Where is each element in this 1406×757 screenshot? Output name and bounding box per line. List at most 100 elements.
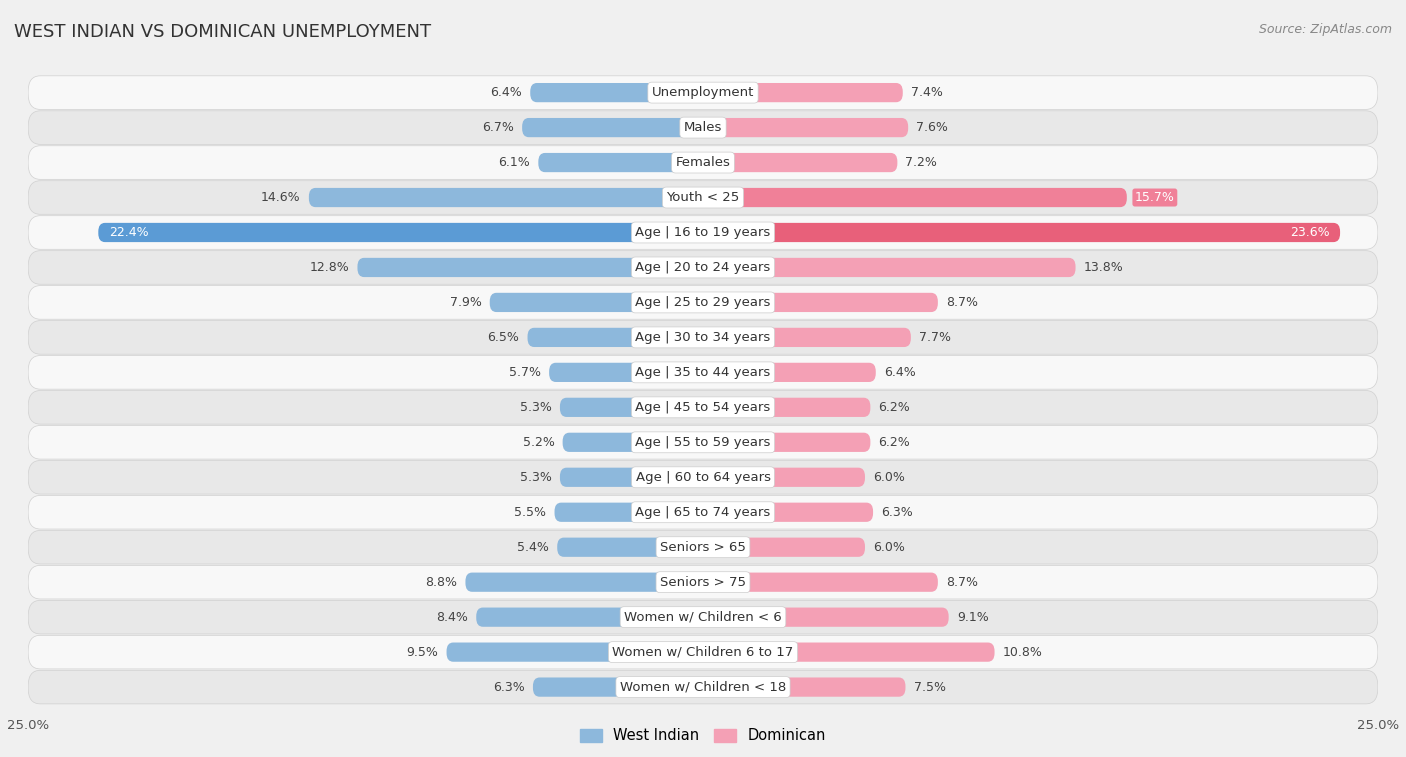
FancyBboxPatch shape xyxy=(703,572,938,592)
FancyBboxPatch shape xyxy=(703,293,938,312)
Text: 7.5%: 7.5% xyxy=(914,681,946,693)
Text: 6.7%: 6.7% xyxy=(482,121,515,134)
Text: 8.7%: 8.7% xyxy=(946,575,979,589)
Text: Youth < 25: Youth < 25 xyxy=(666,191,740,204)
Text: Age | 35 to 44 years: Age | 35 to 44 years xyxy=(636,366,770,378)
FancyBboxPatch shape xyxy=(28,181,1378,214)
Text: Age | 30 to 34 years: Age | 30 to 34 years xyxy=(636,331,770,344)
Text: Unemployment: Unemployment xyxy=(652,86,754,99)
FancyBboxPatch shape xyxy=(550,363,703,382)
FancyBboxPatch shape xyxy=(703,643,994,662)
FancyBboxPatch shape xyxy=(703,397,870,417)
FancyBboxPatch shape xyxy=(703,118,908,137)
FancyBboxPatch shape xyxy=(28,425,1378,459)
FancyBboxPatch shape xyxy=(703,363,876,382)
Text: 7.9%: 7.9% xyxy=(450,296,482,309)
Legend: West Indian, Dominican: West Indian, Dominican xyxy=(574,723,832,749)
FancyBboxPatch shape xyxy=(703,223,1340,242)
Text: Seniors > 75: Seniors > 75 xyxy=(659,575,747,589)
FancyBboxPatch shape xyxy=(28,251,1378,284)
Text: 7.4%: 7.4% xyxy=(911,86,943,99)
FancyBboxPatch shape xyxy=(28,216,1378,249)
Text: Women w/ Children < 6: Women w/ Children < 6 xyxy=(624,611,782,624)
FancyBboxPatch shape xyxy=(28,600,1378,634)
FancyBboxPatch shape xyxy=(28,356,1378,389)
FancyBboxPatch shape xyxy=(477,608,703,627)
Text: 5.4%: 5.4% xyxy=(517,540,550,553)
Text: WEST INDIAN VS DOMINICAN UNEMPLOYMENT: WEST INDIAN VS DOMINICAN UNEMPLOYMENT xyxy=(14,23,432,41)
FancyBboxPatch shape xyxy=(703,328,911,347)
FancyBboxPatch shape xyxy=(703,258,1076,277)
FancyBboxPatch shape xyxy=(28,565,1378,599)
Text: Women w/ Children 6 to 17: Women w/ Children 6 to 17 xyxy=(613,646,793,659)
FancyBboxPatch shape xyxy=(554,503,703,522)
FancyBboxPatch shape xyxy=(533,678,703,696)
Text: 6.0%: 6.0% xyxy=(873,471,905,484)
Text: 7.7%: 7.7% xyxy=(920,331,950,344)
FancyBboxPatch shape xyxy=(489,293,703,312)
Text: 22.4%: 22.4% xyxy=(110,226,149,239)
Text: 6.2%: 6.2% xyxy=(879,401,910,414)
FancyBboxPatch shape xyxy=(703,83,903,102)
Text: 5.3%: 5.3% xyxy=(520,401,551,414)
Text: 23.6%: 23.6% xyxy=(1289,226,1329,239)
FancyBboxPatch shape xyxy=(562,433,703,452)
Text: 5.3%: 5.3% xyxy=(520,471,551,484)
FancyBboxPatch shape xyxy=(538,153,703,172)
FancyBboxPatch shape xyxy=(560,468,703,487)
FancyBboxPatch shape xyxy=(28,670,1378,704)
Text: 6.3%: 6.3% xyxy=(494,681,524,693)
Text: 5.2%: 5.2% xyxy=(523,436,554,449)
Text: 7.6%: 7.6% xyxy=(917,121,948,134)
FancyBboxPatch shape xyxy=(28,531,1378,564)
Text: Women w/ Children < 18: Women w/ Children < 18 xyxy=(620,681,786,693)
Text: 9.1%: 9.1% xyxy=(956,611,988,624)
FancyBboxPatch shape xyxy=(447,643,703,662)
Text: 6.2%: 6.2% xyxy=(879,436,910,449)
Text: Age | 45 to 54 years: Age | 45 to 54 years xyxy=(636,401,770,414)
Text: 6.4%: 6.4% xyxy=(491,86,522,99)
Text: Age | 60 to 64 years: Age | 60 to 64 years xyxy=(636,471,770,484)
Text: 5.5%: 5.5% xyxy=(515,506,547,519)
FancyBboxPatch shape xyxy=(703,433,870,452)
Text: 8.4%: 8.4% xyxy=(436,611,468,624)
FancyBboxPatch shape xyxy=(28,496,1378,529)
Text: 12.8%: 12.8% xyxy=(309,261,349,274)
Text: Age | 55 to 59 years: Age | 55 to 59 years xyxy=(636,436,770,449)
FancyBboxPatch shape xyxy=(703,608,949,627)
FancyBboxPatch shape xyxy=(28,76,1378,110)
Text: 6.1%: 6.1% xyxy=(499,156,530,169)
FancyBboxPatch shape xyxy=(28,111,1378,145)
Text: 6.3%: 6.3% xyxy=(882,506,912,519)
Text: 8.7%: 8.7% xyxy=(946,296,979,309)
FancyBboxPatch shape xyxy=(527,328,703,347)
Text: 15.7%: 15.7% xyxy=(1135,191,1175,204)
FancyBboxPatch shape xyxy=(28,285,1378,319)
FancyBboxPatch shape xyxy=(560,397,703,417)
Text: 10.8%: 10.8% xyxy=(1002,646,1042,659)
FancyBboxPatch shape xyxy=(703,468,865,487)
Text: Females: Females xyxy=(675,156,731,169)
Text: 9.5%: 9.5% xyxy=(406,646,439,659)
Text: 6.5%: 6.5% xyxy=(488,331,519,344)
FancyBboxPatch shape xyxy=(465,572,703,592)
Text: Males: Males xyxy=(683,121,723,134)
Text: 13.8%: 13.8% xyxy=(1084,261,1123,274)
FancyBboxPatch shape xyxy=(309,188,703,207)
FancyBboxPatch shape xyxy=(28,635,1378,669)
FancyBboxPatch shape xyxy=(28,321,1378,354)
Text: 5.7%: 5.7% xyxy=(509,366,541,378)
Text: Seniors > 65: Seniors > 65 xyxy=(659,540,747,553)
FancyBboxPatch shape xyxy=(357,258,703,277)
FancyBboxPatch shape xyxy=(703,537,865,557)
Text: Age | 16 to 19 years: Age | 16 to 19 years xyxy=(636,226,770,239)
Text: 7.2%: 7.2% xyxy=(905,156,938,169)
Text: 6.0%: 6.0% xyxy=(873,540,905,553)
Text: Source: ZipAtlas.com: Source: ZipAtlas.com xyxy=(1258,23,1392,36)
FancyBboxPatch shape xyxy=(703,678,905,696)
FancyBboxPatch shape xyxy=(530,83,703,102)
FancyBboxPatch shape xyxy=(28,460,1378,494)
Text: 14.6%: 14.6% xyxy=(262,191,301,204)
FancyBboxPatch shape xyxy=(703,188,1126,207)
FancyBboxPatch shape xyxy=(28,391,1378,424)
